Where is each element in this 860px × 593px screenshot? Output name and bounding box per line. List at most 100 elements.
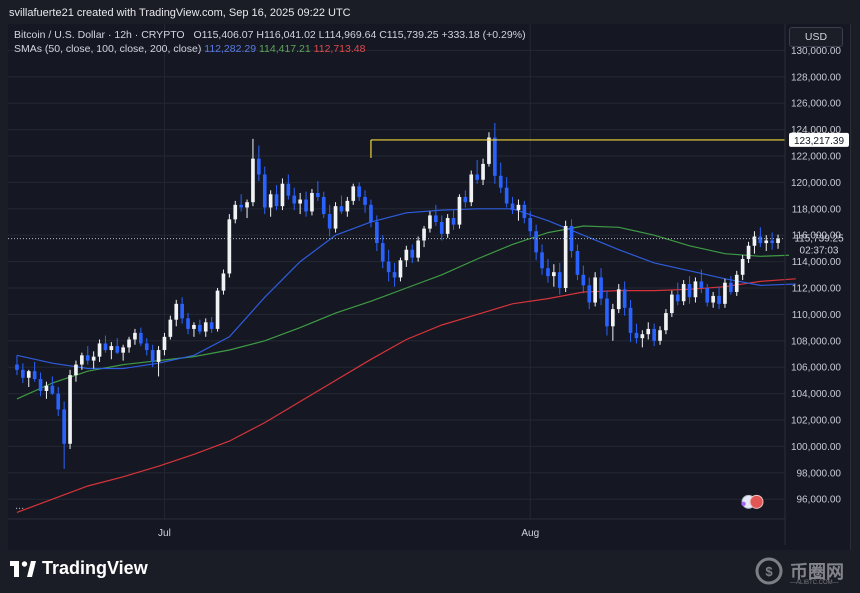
candle-body xyxy=(504,187,509,204)
candle-body xyxy=(611,309,615,327)
y-tick-label: 124,000.00 xyxy=(791,125,841,136)
candle-body xyxy=(398,260,403,278)
candle-body xyxy=(457,196,462,225)
y-tick-label: 120,000.00 xyxy=(791,178,841,189)
candle-body xyxy=(516,204,521,211)
resistance-price-label: 123,217.39 xyxy=(794,136,844,147)
sma-legend[interactable]: SMAs (50, close, 100, close, 200, close)… xyxy=(14,43,365,55)
y-tick-label: 114,000.00 xyxy=(792,257,842,268)
candle-body xyxy=(203,322,208,332)
candle-body xyxy=(268,194,273,208)
author-line: svillafuerte21 created with TradingView.… xyxy=(9,7,351,19)
tradingview-logo-icon xyxy=(10,560,36,577)
candle-body xyxy=(681,284,686,302)
candle-body xyxy=(221,273,226,291)
watermark: $ 币圈网 —ALIBTC.COM— xyxy=(752,556,844,586)
watermark-subtext: —ALIBTC.COM— xyxy=(790,580,839,586)
candle-body xyxy=(422,228,426,241)
last-price-label: 115,739.25 xyxy=(794,234,844,245)
y-tick-label: 116,000.00 xyxy=(792,231,842,242)
candle-body xyxy=(445,218,450,234)
candle-body xyxy=(675,294,680,302)
candle-body xyxy=(705,288,710,303)
candle-body xyxy=(351,186,356,201)
candle-body xyxy=(192,324,196,329)
candle-body xyxy=(575,251,580,275)
candle-body xyxy=(251,158,255,203)
candle-body xyxy=(546,268,550,277)
candle-body xyxy=(345,200,350,212)
grid xyxy=(8,24,785,519)
candle-body xyxy=(410,249,415,258)
candle-body xyxy=(56,393,61,410)
candle-body xyxy=(21,369,25,378)
candle-body xyxy=(599,277,603,299)
candle-body xyxy=(262,174,267,208)
candle-body xyxy=(26,371,31,378)
candle-body xyxy=(121,347,125,353)
candle-body xyxy=(127,339,131,348)
candle-body xyxy=(552,272,556,277)
candle-body xyxy=(357,186,361,197)
candle-body xyxy=(463,196,468,203)
candle-body xyxy=(44,385,49,391)
candle-body xyxy=(85,355,90,361)
candle-body xyxy=(740,258,745,275)
candle-body xyxy=(292,195,297,204)
candle-body xyxy=(245,202,249,208)
candle-body xyxy=(310,192,314,212)
candle-body xyxy=(363,196,367,205)
tradingview-logo: TradingView xyxy=(10,558,148,579)
candle-body xyxy=(156,350,161,362)
candle-body xyxy=(764,240,769,244)
candle-body xyxy=(198,324,202,332)
candle-body xyxy=(746,245,751,259)
symbol-legend[interactable]: Bitcoin / U.S. Dollar · 12h · CRYPTO O11… xyxy=(14,29,526,41)
flag-event-icon[interactable] xyxy=(749,494,764,509)
candle-body xyxy=(469,174,474,203)
more-options-button[interactable]: ... xyxy=(15,500,25,512)
candle-body xyxy=(186,318,190,329)
candle-body xyxy=(451,218,456,225)
candle-body xyxy=(133,332,137,340)
candle-body xyxy=(80,355,84,365)
candle-body xyxy=(540,252,544,269)
candle-body xyxy=(369,204,373,222)
candle-body xyxy=(528,218,533,232)
candle-body xyxy=(658,330,662,341)
low-value: L114,969.64 xyxy=(318,29,377,41)
change-value: +333.18 (+0.29%) xyxy=(441,29,526,41)
candle-body xyxy=(304,199,308,212)
y-tick-label: 128,000.00 xyxy=(791,72,841,83)
candle-body xyxy=(416,240,420,258)
candle-body xyxy=(298,199,302,204)
sma-label: SMAs (50, close, 100, close, 200, close) xyxy=(14,43,202,55)
y-tick-label: 110,000.00 xyxy=(792,310,842,321)
resistance-price-tag xyxy=(789,132,849,147)
candle-body xyxy=(327,214,332,229)
y-tick-label: 126,000.00 xyxy=(791,99,841,110)
candle-body xyxy=(97,343,102,357)
last-price-tag xyxy=(789,230,849,257)
high-value: H116,041.02 xyxy=(256,29,316,41)
candle-body xyxy=(32,371,37,380)
candle-body xyxy=(687,284,692,298)
candle-body xyxy=(168,319,173,337)
currency-button[interactable]: USD xyxy=(789,27,843,47)
candle-body xyxy=(150,350,155,362)
candle-body xyxy=(776,238,780,244)
candle-body xyxy=(68,375,72,444)
candle-body xyxy=(375,222,379,244)
candle-body xyxy=(386,261,391,273)
candle-body xyxy=(50,385,55,394)
tradingview-logo-text: TradingView xyxy=(42,558,148,578)
x-tick-label: Aug xyxy=(521,528,539,539)
y-tick-label: 102,000.00 xyxy=(791,416,841,427)
y-tick-label: 106,000.00 xyxy=(791,363,841,374)
sma50-value: 112,282.29 xyxy=(204,43,257,55)
candle-body xyxy=(316,192,320,197)
candle-body xyxy=(227,219,232,274)
candle-body xyxy=(392,272,397,278)
watermark-icon: $ xyxy=(755,557,783,585)
